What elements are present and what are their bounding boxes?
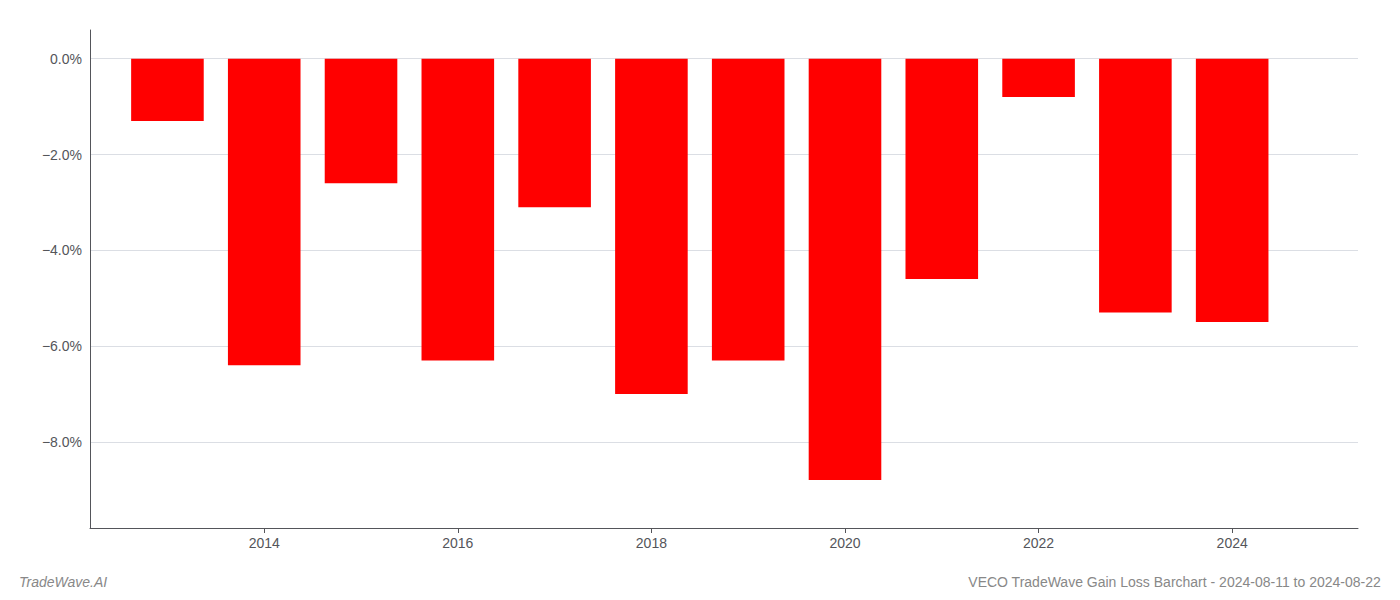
svg-text:2024: 2024 <box>1217 535 1248 551</box>
svg-text:2018: 2018 <box>636 535 667 551</box>
svg-text:VECO TradeWave Gain Loss Barch: VECO TradeWave Gain Loss Barchart - 2024… <box>968 574 1381 590</box>
svg-text:2014: 2014 <box>249 535 280 551</box>
svg-text:−4.0%: −4.0% <box>42 242 82 258</box>
svg-text:0.0%: 0.0% <box>50 51 82 67</box>
svg-text:−8.0%: −8.0% <box>42 434 82 450</box>
svg-text:−2.0%: −2.0% <box>42 147 82 163</box>
svg-text:−6.0%: −6.0% <box>42 338 82 354</box>
svg-text:2016: 2016 <box>442 535 473 551</box>
svg-text:2022: 2022 <box>1023 535 1054 551</box>
svg-text:2020: 2020 <box>829 535 860 551</box>
svg-text:TradeWave.AI: TradeWave.AI <box>19 574 107 590</box>
